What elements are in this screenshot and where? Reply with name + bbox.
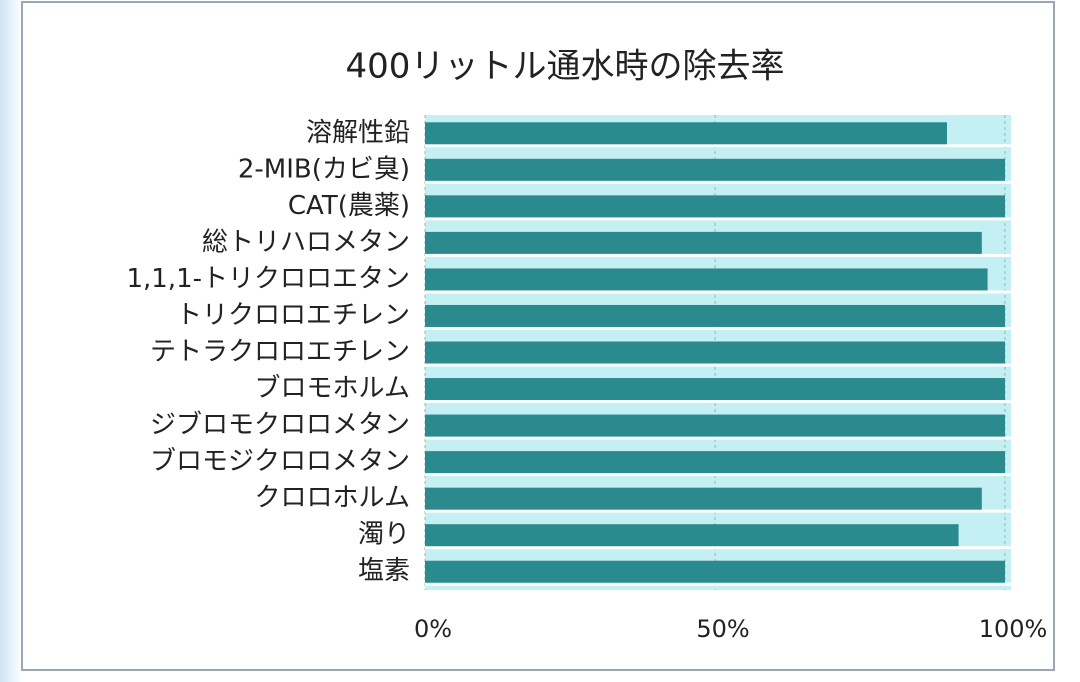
bar [425,487,982,510]
bar [425,341,1005,364]
y-tick-label: ジブロモクロロメタン [150,410,410,440]
y-tick-label: クロロホルム [255,483,410,513]
y-tick-label: ブロモジクロロメタン [150,447,410,477]
y-tick-label: ブロモホルム [255,374,410,404]
bar [425,195,1005,218]
y-tick-label: テトラクロロエチレン [150,337,410,367]
bar [425,524,959,547]
bar [425,268,988,291]
chart-title: 400リットル通水時の除去率 [346,47,785,87]
x-tick-label: 100% [979,615,1048,643]
y-tick-label: CAT(農薬) [288,191,410,221]
bar [425,231,982,254]
x-tick-label: 50% [696,615,749,643]
bar [425,560,1005,583]
bar [425,414,1005,437]
row-gap [425,253,1011,257]
bar [425,304,1005,327]
row-gap [425,180,1011,184]
page-edge [0,0,22,682]
row-gap [425,546,1011,550]
row-gap [425,217,1011,221]
x-tick-label: 0% [414,615,452,643]
y-tick-label: 1,1,1-トリクロロエタン [126,264,410,294]
row-gap [425,582,1011,586]
y-tick-label: 2-MIB(カビ臭) [238,154,410,184]
y-tick-label: 塩素 [358,556,410,586]
bar [425,158,1005,181]
y-tick-label: 濁り [358,520,410,550]
row-gap [425,436,1011,440]
y-tick-label: 総トリハロメタン [202,227,410,257]
row-gap [425,144,1011,148]
bar [425,378,1005,401]
row-gap [425,473,1011,477]
row-gap [425,400,1011,404]
row-gap [425,509,1011,513]
y-tick-label: 溶解性鉛 [306,118,410,148]
bar [425,451,1005,474]
row-gap [425,290,1011,294]
row-gap [425,363,1011,367]
row-gap [425,326,1011,330]
y-tick-label: トリクロロエチレン [176,300,410,330]
bar [425,122,947,145]
